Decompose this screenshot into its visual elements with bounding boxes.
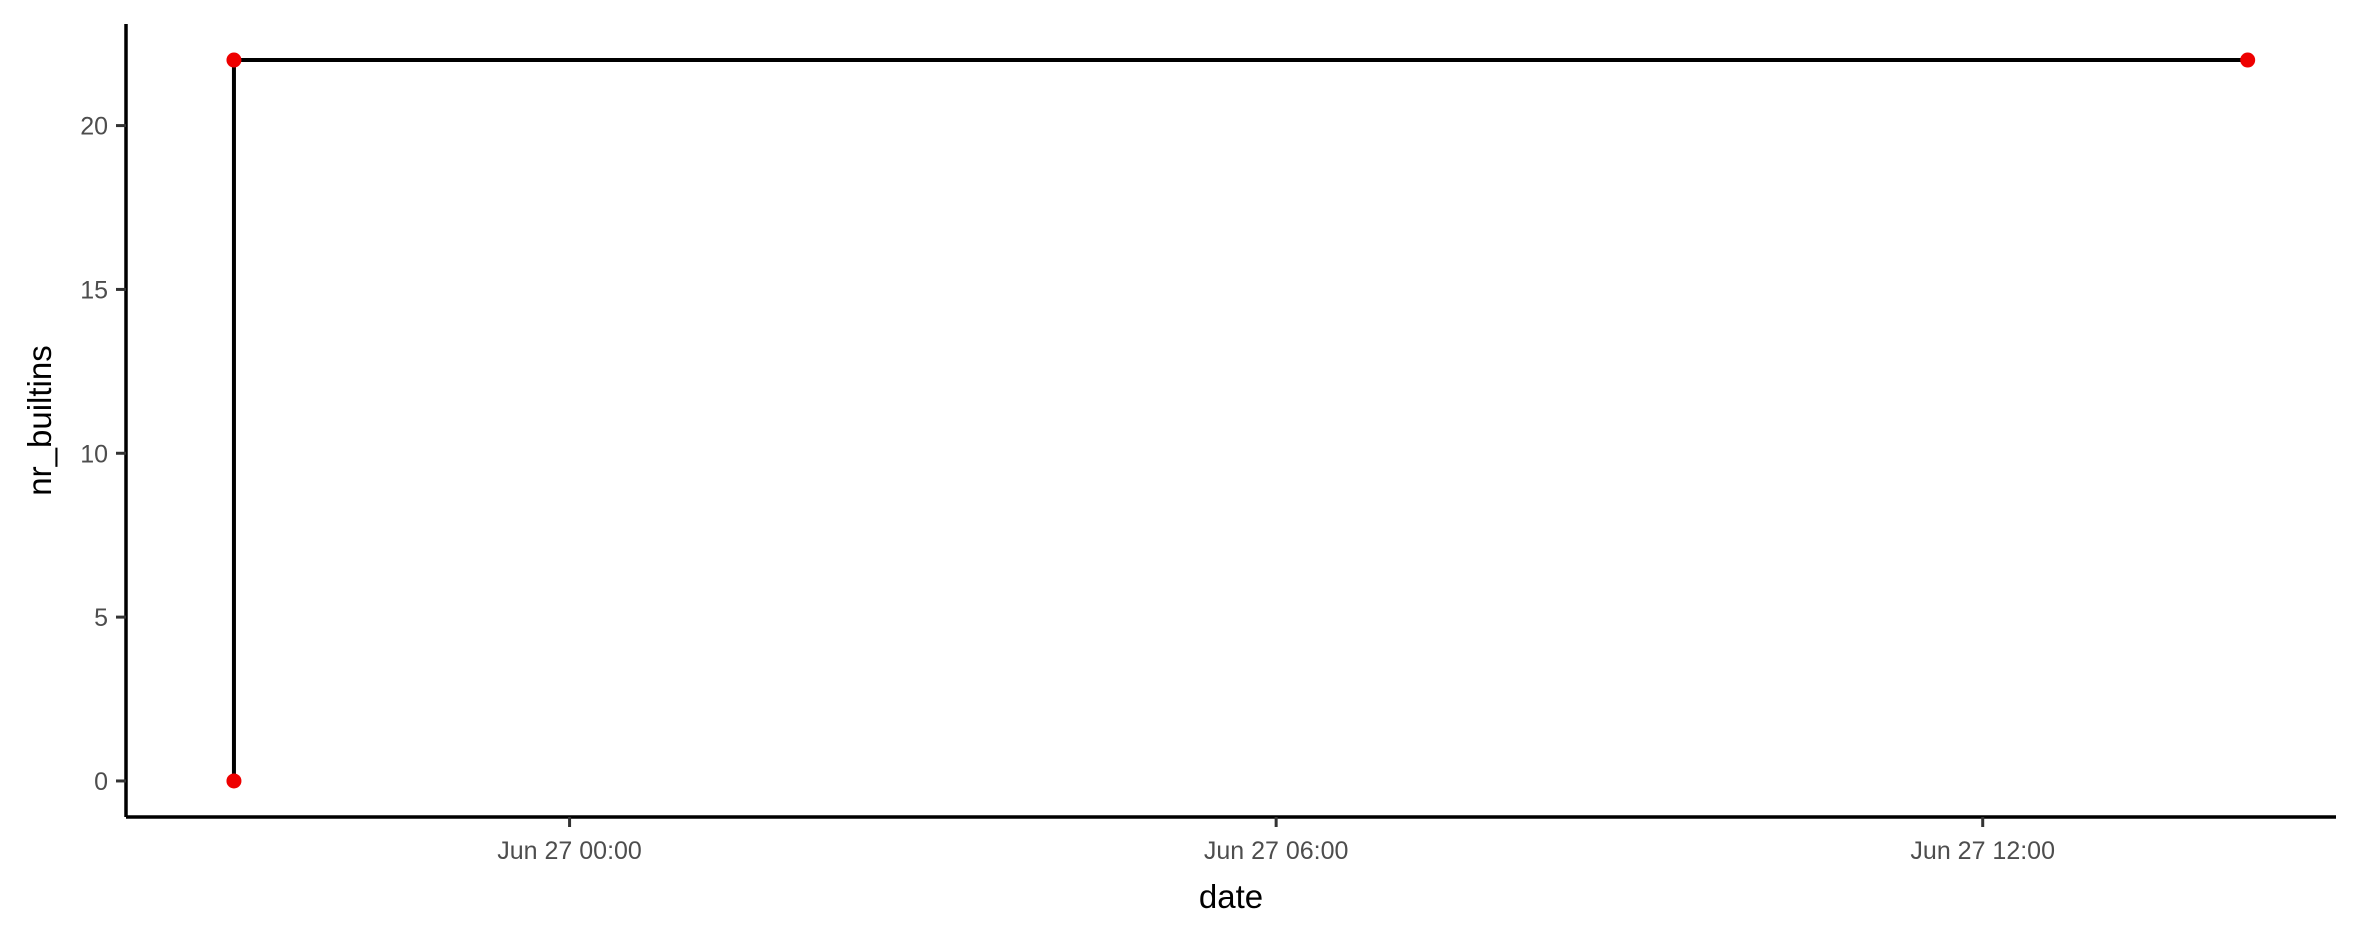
data-point	[226, 773, 242, 789]
x-tick-label: Jun 27 12:00	[1910, 837, 2055, 865]
x-tick-label: Jun 27 00:00	[497, 837, 642, 865]
y-axis-title: nr_builtins	[21, 345, 58, 495]
data-point	[226, 52, 242, 68]
y-tick-label: 10	[80, 440, 108, 468]
data-point	[2240, 52, 2256, 68]
x-tick-label: Jun 27 06:00	[1204, 837, 1349, 865]
y-axis-ticks: 0 5 10 15 20	[80, 113, 126, 796]
y-tick-label: 20	[80, 113, 108, 141]
x-axis-title: date	[1199, 878, 1263, 915]
y-tick-label: 0	[94, 768, 108, 796]
plot-panel	[226, 52, 2256, 789]
x-axis-ticks: Jun 27 00:00 Jun 27 06:00 Jun 27 12:00	[497, 817, 2055, 865]
y-tick-label: 5	[94, 604, 108, 632]
series-points	[226, 52, 2256, 789]
y-tick-label: 15	[80, 276, 108, 304]
